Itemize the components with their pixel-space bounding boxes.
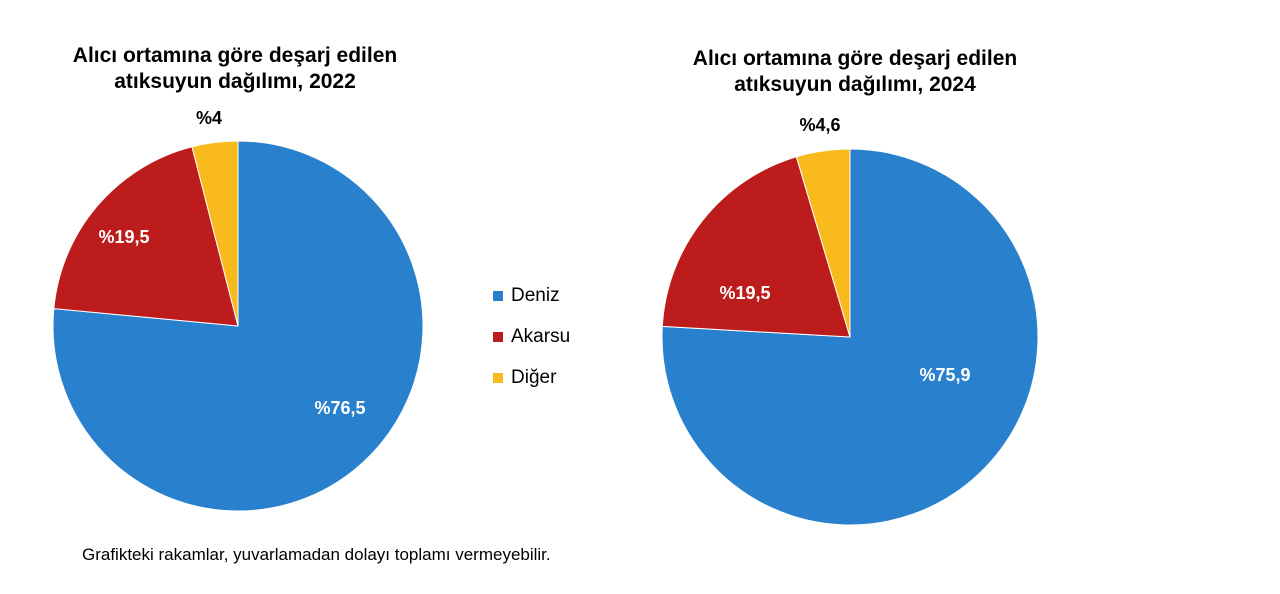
pie-data-label: %4,6	[799, 115, 840, 135]
footnote: Grafikteki rakamlar, yuvarlamadan dolayı…	[82, 545, 551, 564]
chart-title-line: atıksuyun dağılımı, 2024	[734, 73, 976, 96]
pie-slice-akarsu	[661, 156, 851, 338]
pie-data-label: %75,9	[919, 365, 970, 385]
chart-title-line: Alıcı ortamına göre deşarj edilen	[72, 44, 398, 67]
legend: Deniz Akarsu Diğer	[493, 284, 570, 390]
pie-data-label: %76,5	[314, 398, 365, 418]
legend-swatch	[493, 373, 503, 383]
legend-swatch	[493, 291, 503, 301]
chart-title-line: Alıcı ortamına göre deşarj edilen	[692, 47, 1018, 70]
pie-data-label: %19,5	[719, 283, 770, 303]
pie-slice-akarsu	[53, 146, 239, 327]
legend-item-diger: Diğer	[493, 366, 570, 390]
chart-title-line: atıksuyun dağılımı, 2022	[114, 70, 356, 93]
legend-label: Akarsu	[511, 326, 571, 347]
pie-data-label: %4	[196, 108, 222, 128]
legend-swatch	[493, 332, 503, 342]
pie-data-label: %19,5	[98, 227, 149, 247]
legend-label: Deniz	[511, 285, 560, 306]
legend-label: Diğer	[511, 367, 557, 388]
legend-item-deniz: Deniz	[493, 284, 570, 308]
pie-slice-diğer	[795, 148, 851, 338]
pie-slice-diğer	[191, 140, 239, 327]
chart-title-2024: Alıcı ortamına göre deşarj edilen atıksu…	[640, 46, 1070, 98]
chart-title-2022: Alıcı ortamına göre deşarj edilen atıksu…	[20, 43, 450, 95]
legend-item-akarsu: Akarsu	[493, 325, 570, 349]
